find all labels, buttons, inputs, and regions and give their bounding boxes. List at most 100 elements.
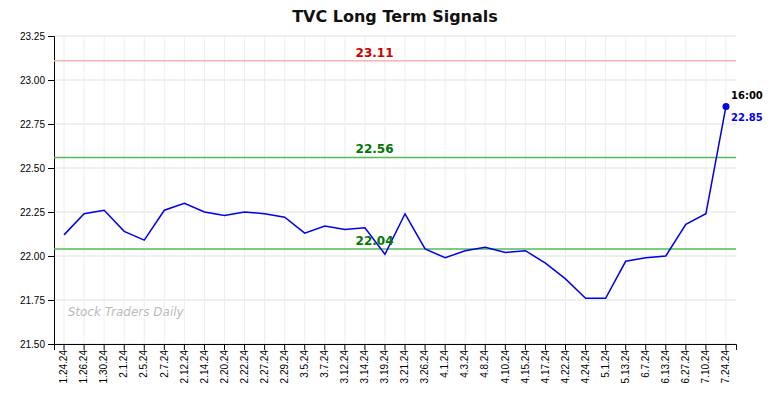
- reference-line: [54, 60, 736, 62]
- x-tick-mark: [485, 344, 486, 350]
- reference-line: [54, 248, 736, 250]
- reference-line: [54, 157, 736, 159]
- x-tick: 4.17.24: [540, 344, 551, 383]
- x-tick: 2.1.24: [118, 344, 129, 378]
- y-tick-mark: [48, 256, 54, 257]
- x-tick-mark: [144, 344, 145, 350]
- marks: [54, 61, 736, 299]
- x-tick-label: 3.12.24: [339, 350, 350, 384]
- grid-line-x: [224, 36, 225, 344]
- x-tick: 4.1.24: [439, 344, 450, 378]
- x-tick-label: 1.24.24: [58, 350, 69, 384]
- y-tick: 23.00: [20, 75, 54, 86]
- x-tick-label: 3.21.24: [399, 350, 410, 384]
- x-tick-mark: [705, 344, 706, 350]
- y-tick-mark: [48, 344, 54, 345]
- grid-line-x: [304, 36, 305, 344]
- x-tick-label: 3.5.24: [299, 350, 310, 378]
- x-tick: 3.12.24: [339, 344, 350, 383]
- x-tick: 3.5.24: [299, 344, 310, 378]
- grid-line-x: [645, 36, 646, 344]
- y-tick: 22.00: [20, 251, 54, 262]
- x-tick-label: 4.24.24: [580, 350, 591, 384]
- y-tick-label: 21.50: [20, 339, 45, 350]
- y-tick-mark: [48, 36, 54, 37]
- x-tick-label: 2.22.24: [239, 350, 250, 384]
- x-tick-label: 2.20.24: [219, 350, 230, 384]
- chart-svg: 21.5021.7522.0022.2522.5022.7523.0023.25…: [0, 0, 784, 398]
- x-tick-mark: [545, 344, 546, 350]
- x-tick: 6.7.24: [640, 344, 651, 378]
- grid-line-x: [204, 36, 205, 344]
- x-tick: 4.3.24: [459, 344, 470, 378]
- grid-line-x: [244, 36, 245, 344]
- y-tick: 22.75: [20, 119, 54, 130]
- grid-line-x: [705, 36, 706, 344]
- x-tick-mark: [445, 344, 446, 350]
- x-tick: 4.22.24: [560, 344, 571, 383]
- x-tick-label: 2.5.24: [138, 350, 149, 378]
- grid-line-x: [465, 36, 466, 344]
- y-tick-label: 22.00: [20, 251, 45, 262]
- grid-line-x: [725, 36, 726, 344]
- y-tick-mark: [48, 124, 54, 125]
- grid-line-x: [685, 36, 686, 344]
- x-tick-mark: [244, 344, 245, 350]
- y-tick-mark: [48, 212, 54, 213]
- x-tick-label: 7.10.24: [700, 350, 711, 384]
- y-tick-label: 21.75: [20, 295, 45, 306]
- x-tick-mark: [405, 344, 406, 350]
- x-tick-mark: [685, 344, 686, 350]
- grid-line-x: [164, 36, 165, 344]
- x-tick-mark: [364, 344, 365, 350]
- x-tick: 2.7.24: [159, 344, 170, 378]
- grid-line-x: [384, 36, 385, 344]
- y-tick-label: 22.50: [20, 163, 45, 174]
- last-point-time: 16:00: [731, 90, 763, 101]
- x-tick-label: 5.1.24: [600, 350, 611, 378]
- x-tick: 6.13.24: [660, 344, 671, 383]
- grid-line-y: [54, 256, 736, 257]
- x-tick-mark: [565, 344, 566, 350]
- x-axis-line: [55, 345, 737, 351]
- x-tick-label: 2.1.24: [118, 350, 129, 378]
- x-tick-label: 4.1.24: [439, 350, 450, 378]
- last-point: [722, 103, 729, 110]
- x-tick-mark: [465, 344, 466, 350]
- x-tick-mark: [585, 344, 586, 350]
- x-tick: 3.7.24: [319, 344, 330, 378]
- x-tick-mark: [204, 344, 205, 350]
- grid-line-x: [545, 36, 546, 344]
- x-tick-label: 4.17.24: [540, 350, 551, 384]
- watermark: Stock Traders Daily: [68, 305, 185, 319]
- x-tick-mark: [124, 344, 125, 350]
- grid-line-y: [54, 80, 736, 81]
- grid-line-x: [505, 36, 506, 344]
- x-tick-label: 2.7.24: [159, 350, 170, 378]
- grid-line-x: [485, 36, 486, 344]
- y-tick-label: 22.75: [20, 119, 45, 130]
- x-tick-mark: [264, 344, 265, 350]
- x-tick-mark: [64, 344, 65, 350]
- x-tick-mark: [304, 344, 305, 350]
- grid-line-x: [284, 36, 285, 344]
- x-tick: 4.10.24: [500, 344, 511, 383]
- x-tick-mark: [665, 344, 666, 350]
- grid-line-x: [625, 36, 626, 344]
- x-tick: 3.21.24: [399, 344, 410, 383]
- reference-label: 22.56: [356, 142, 394, 156]
- x-tick-label: 7.24.24: [720, 350, 731, 384]
- x-tick-label: 4.10.24: [500, 350, 511, 384]
- grid-line-x: [124, 36, 125, 344]
- reference-label: 22.04: [356, 234, 394, 248]
- grid-line-x: [525, 36, 526, 344]
- grid-line-y: [54, 36, 736, 37]
- data-line: [64, 106, 726, 298]
- grid: [54, 36, 736, 344]
- x-tick-label: 4.8.24: [479, 350, 490, 378]
- x-tick-mark: [84, 344, 85, 350]
- x-tick-label: 3.14.24: [359, 350, 370, 384]
- x-tick: 4.24.24: [580, 344, 591, 383]
- x-tick-mark: [324, 344, 325, 350]
- x-tick: 5.13.24: [620, 344, 631, 383]
